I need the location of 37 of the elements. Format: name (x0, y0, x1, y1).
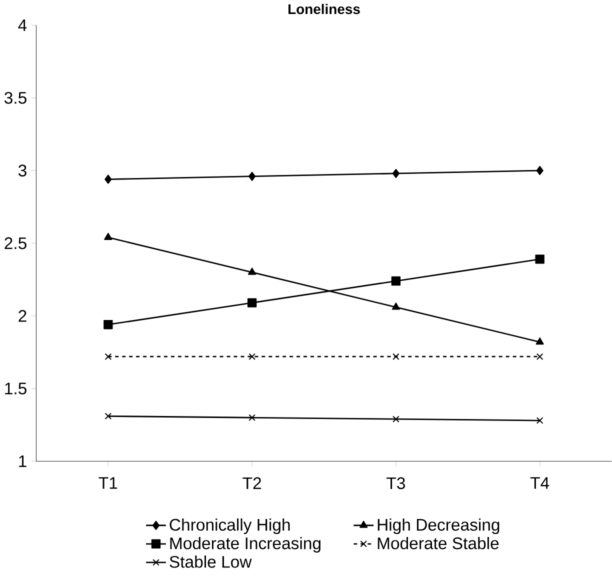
y-tick-label: 3 (18, 164, 26, 176)
y-tick-label: 1.5 (5, 382, 26, 394)
legend-label: Chronically High (170, 518, 290, 534)
point (392, 353, 400, 360)
point (104, 232, 112, 240)
point (536, 353, 544, 360)
y-tick-label: 4 (18, 19, 27, 31)
point (104, 174, 112, 184)
y-tick-label: 2.5 (4, 237, 26, 249)
point (391, 276, 401, 286)
legend-label: Moderate Increasing (170, 536, 320, 552)
point (392, 416, 400, 422)
legend-label: High Decreasing (378, 518, 500, 534)
x-tick-label: T1 (98, 477, 118, 489)
point (536, 416, 544, 424)
y-tick-label: 3.5 (4, 92, 26, 104)
point (104, 412, 112, 420)
point (247, 298, 257, 308)
point (536, 337, 544, 344)
point (248, 268, 256, 275)
point (104, 320, 113, 330)
y-tick-label: 2 (18, 310, 26, 322)
chart-title: Loneliness (288, 4, 360, 14)
point (392, 302, 400, 310)
point (248, 353, 256, 360)
point (535, 254, 544, 264)
point (536, 166, 544, 175)
x-tick-label: T2 (242, 477, 261, 489)
point (392, 168, 400, 178)
legend-label: Stable Low (170, 555, 252, 568)
x-tick-label: T4 (530, 477, 550, 489)
x-tick-label: T3 (386, 477, 405, 489)
point (248, 414, 256, 421)
legend-label: Moderate Stable (378, 536, 499, 550)
point (248, 172, 256, 181)
point (104, 353, 112, 360)
y-tick-label: 1 (19, 455, 26, 467)
